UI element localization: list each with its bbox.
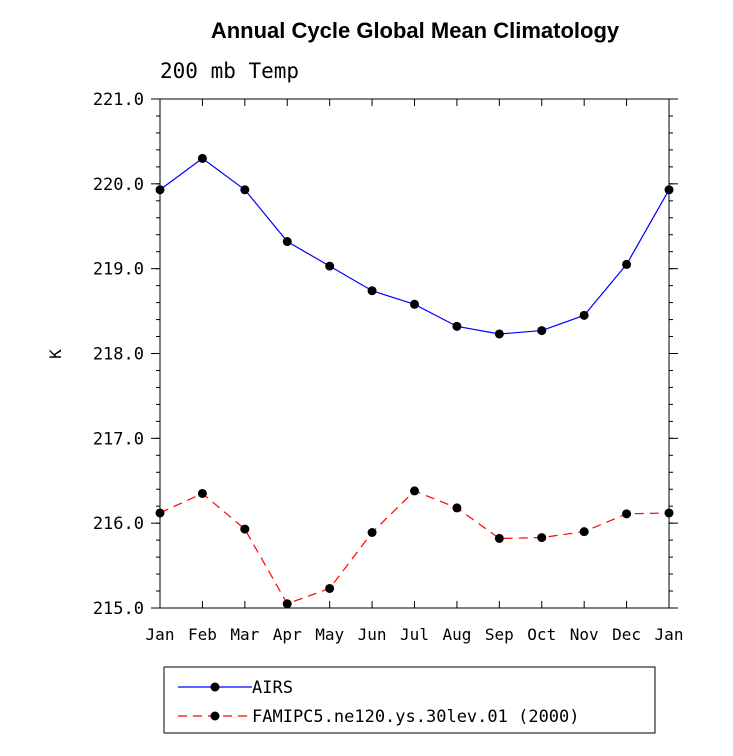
data-point xyxy=(622,509,632,519)
x-tick-label: Sep xyxy=(485,625,514,644)
series-layer xyxy=(155,153,674,609)
data-point xyxy=(240,524,250,534)
x-tick-label: Nov xyxy=(570,625,599,644)
y-tick-label: 218.0 xyxy=(93,345,144,365)
chart-title: Annual Cycle Global Mean Climatology xyxy=(211,18,620,43)
data-point xyxy=(367,527,377,537)
x-tick-label: Aug xyxy=(442,625,471,644)
data-point xyxy=(155,508,165,518)
data-point xyxy=(325,261,335,271)
legend-label: FAMIPC5.ne120.ys.30lev.01 (2000) xyxy=(252,707,580,727)
chart-subtitle: 200 mb Temp xyxy=(160,59,299,83)
data-point xyxy=(155,185,165,195)
data-point xyxy=(325,583,335,593)
x-tick-label: May xyxy=(315,625,344,644)
data-point xyxy=(452,503,462,513)
data-point xyxy=(494,329,504,339)
data-point xyxy=(579,310,589,320)
y-tick-label: 215.0 xyxy=(93,599,144,619)
y-tick-label: 216.0 xyxy=(93,514,144,534)
legend-marker xyxy=(210,682,220,692)
series-line xyxy=(159,490,670,605)
data-point xyxy=(452,321,462,331)
data-point xyxy=(537,326,547,336)
legend-marker xyxy=(210,711,220,721)
y-tick-label: 219.0 xyxy=(93,260,144,280)
legend-label: AIRS xyxy=(252,678,293,698)
data-point xyxy=(197,488,207,498)
y-tick-label: 217.0 xyxy=(93,429,144,449)
x-tick-label: Dec xyxy=(612,625,641,644)
data-point xyxy=(282,599,292,609)
plot-frame xyxy=(159,98,670,609)
data-point xyxy=(579,527,589,537)
x-tick-label: Mar xyxy=(230,625,259,644)
series-0 xyxy=(155,153,674,339)
data-point xyxy=(410,299,419,309)
data-point xyxy=(494,533,504,543)
x-tick-label: Apr xyxy=(273,625,302,644)
x-tick-label: Jul xyxy=(400,625,429,644)
series-1 xyxy=(155,486,674,609)
data-point xyxy=(410,486,419,496)
legend: AIRS FAMIPC5.ne120.ys.30lev.01 (2000) xyxy=(163,666,656,734)
x-tick-label: Feb xyxy=(188,625,217,644)
legend-item: AIRS xyxy=(178,678,293,698)
data-point xyxy=(240,185,250,195)
axes: Jan Feb Mar Apr May Jun Jul Aug Sep Oct Nov Dec Jan2… xyxy=(93,90,684,644)
y-axis-label: K xyxy=(46,349,65,359)
data-point xyxy=(664,508,674,518)
legend-item: FAMIPC5.ne120.ys.30lev.01 (2000) xyxy=(178,707,580,727)
data-point xyxy=(622,259,632,269)
data-point xyxy=(367,286,377,296)
x-tick-label: Oct xyxy=(527,625,556,644)
x-tick-label: Jan xyxy=(655,625,684,644)
x-tick-label: Jan xyxy=(146,625,175,644)
y-tick-label: 221.0 xyxy=(93,90,144,110)
x-tick-label: Jun xyxy=(358,625,387,644)
data-point xyxy=(282,237,292,247)
data-point xyxy=(197,153,207,163)
legend-box xyxy=(163,666,656,734)
data-point xyxy=(537,533,547,543)
data-point xyxy=(664,185,674,195)
y-tick-label: 220.0 xyxy=(93,175,144,195)
